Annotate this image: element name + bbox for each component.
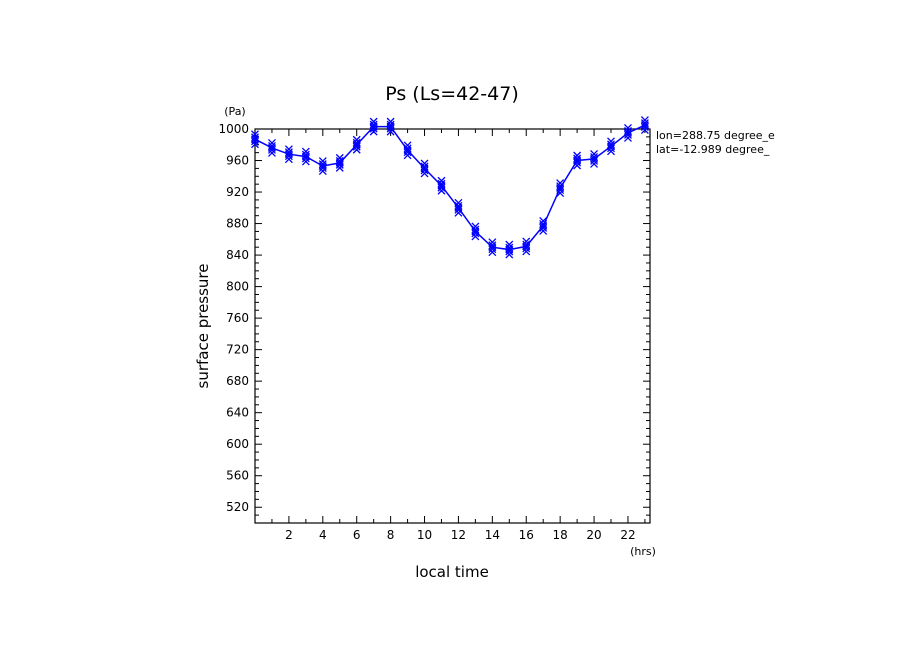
data-point [454, 198, 463, 217]
y-tick-label: 880 [226, 217, 249, 231]
ticks-group: 520 560 600 640 680 720 760 800 840 880 920 960 1000… [218, 122, 650, 542]
y-tick-label: 840 [226, 248, 249, 262]
y-tick-label: 960 [226, 154, 249, 168]
x-tick-label: 18 [553, 528, 568, 542]
data-point [251, 130, 259, 149]
x-axis-label: local time [415, 563, 489, 581]
data-point [369, 117, 378, 136]
data-point [522, 237, 531, 256]
y-tick-label: 600 [226, 437, 249, 451]
plot-frame [254, 128, 651, 524]
data-point [505, 240, 514, 259]
y-tick-label: 520 [226, 500, 249, 514]
y-tick-label: 920 [226, 185, 249, 199]
chart-title: Ps (Ls=42-47) [385, 83, 519, 105]
x-tick-label: 2 [285, 528, 293, 542]
y-tick-label: 640 [226, 406, 249, 420]
y-axis-label: surface pressure [194, 264, 212, 389]
x-tick-label: 4 [319, 528, 327, 542]
data-point [437, 176, 446, 195]
data-point [420, 159, 429, 178]
data-point [624, 123, 632, 142]
y-tick-label: 560 [226, 469, 249, 483]
data-point [301, 147, 310, 166]
data-point [556, 179, 565, 198]
data-point [590, 149, 599, 168]
data-point [573, 151, 582, 170]
annotation-lat: lat=-12.989 degree_ [656, 143, 770, 156]
y-tick-label: 800 [226, 280, 249, 294]
data-point [488, 238, 497, 257]
y-unit-label: (Pa) [224, 105, 245, 118]
data-point [318, 157, 327, 175]
series-group [251, 116, 649, 259]
x-unit-label: (hrs) [630, 545, 656, 558]
data-point [284, 145, 293, 164]
data-point [352, 135, 361, 154]
annotation-lon: lon=288.75 degree_e [656, 129, 775, 142]
data-point [403, 141, 412, 160]
x-tick-label: 14 [485, 528, 500, 542]
x-tick-label: 20 [586, 528, 601, 542]
data-point [471, 222, 480, 241]
y-tick-label: 680 [226, 374, 249, 388]
data-point [640, 116, 649, 135]
series-line [254, 124, 646, 251]
data-point [386, 117, 395, 136]
x-tick-label: 22 [620, 528, 635, 542]
y-tick-label: 1000 [218, 122, 249, 136]
data-point [607, 137, 615, 156]
x-tick-label: 16 [519, 528, 534, 542]
x-tick-label: 10 [417, 528, 432, 542]
data-point [335, 153, 344, 172]
x-tick-label: 6 [353, 528, 361, 542]
x-tick-label: 12 [451, 528, 466, 542]
data-point [539, 216, 548, 235]
x-tick-label: 8 [387, 528, 395, 542]
y-tick-label: 720 [226, 343, 249, 357]
y-tick-label: 760 [226, 311, 249, 325]
data-point [267, 138, 276, 157]
